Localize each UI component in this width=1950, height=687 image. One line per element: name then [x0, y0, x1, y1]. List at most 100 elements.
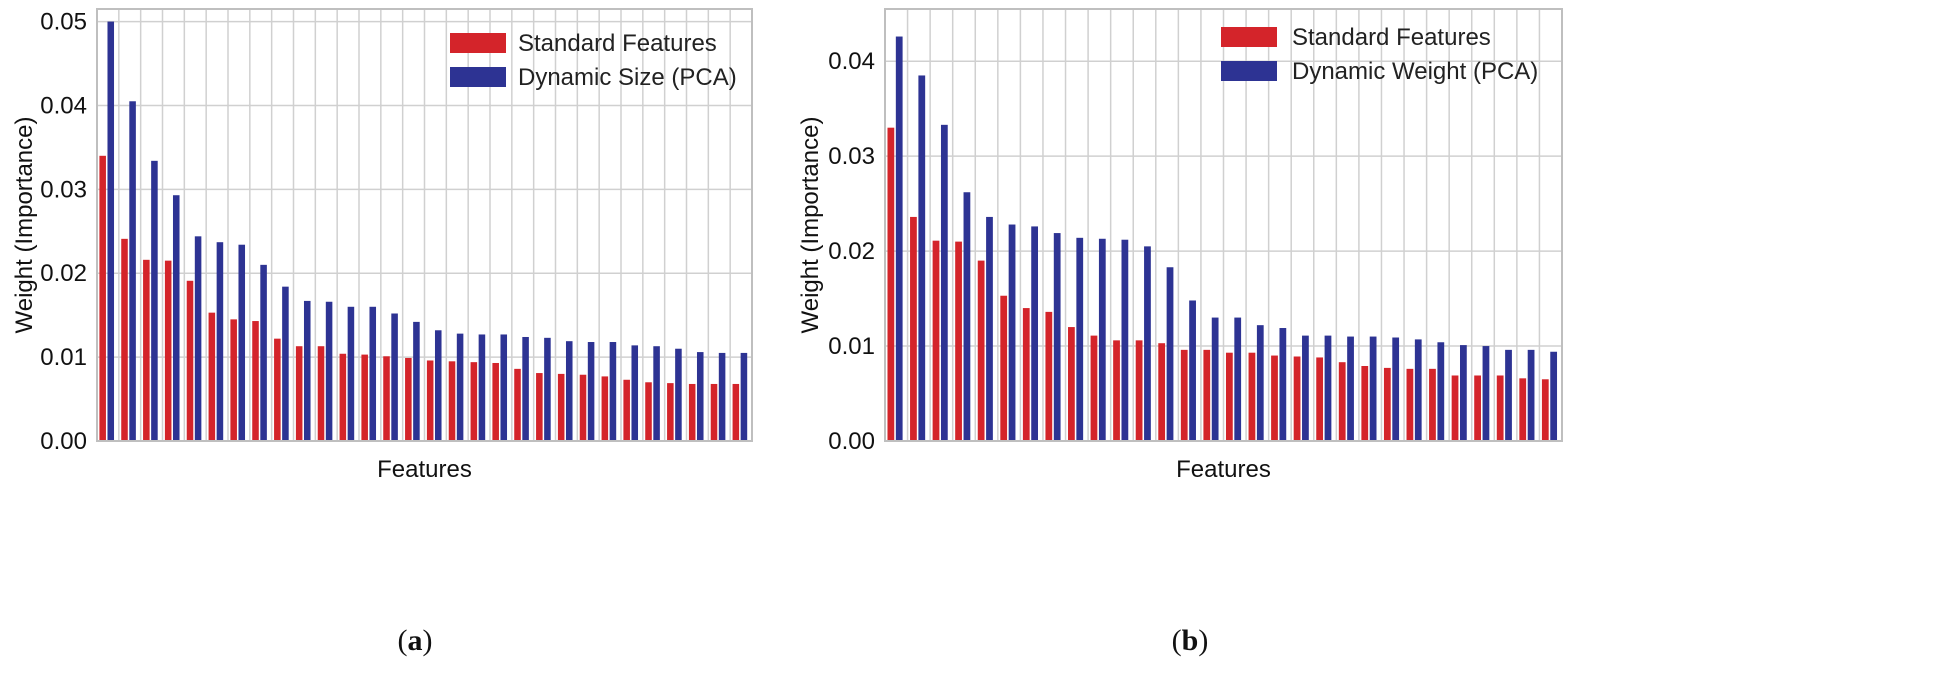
bar-standard [514, 368, 521, 441]
bar-dynamic [544, 337, 551, 441]
bar-dynamic [216, 242, 224, 441]
bar-dynamic [391, 313, 398, 441]
bar-dynamic [1256, 325, 1264, 441]
bar-standard [1113, 340, 1120, 441]
bar-standard [1429, 368, 1436, 441]
bar-standard [470, 362, 478, 441]
bar-dynamic [1098, 238, 1106, 441]
bar-standard [448, 361, 456, 441]
legend-label-dynamic: Dynamic Weight (PCA) [1292, 58, 1538, 85]
bar-standard [274, 338, 281, 441]
bar-standard [186, 280, 194, 441]
y-tick-label: 0.02 [828, 238, 875, 265]
y-axis-ticks: 0.00 0.01 0.02 0.03 0.04 0.05 [40, 9, 87, 455]
bar-standard [645, 382, 652, 441]
bar-dynamic [500, 334, 508, 441]
bar-dynamic [522, 336, 529, 441]
bar-standard [230, 319, 237, 441]
bar-dynamic [1505, 349, 1512, 441]
chart-panel-b: 0.00 0.01 0.02 0.03 0.04 Weight (Importance)… [797, 8, 1563, 657]
plot-grid [97, 9, 752, 441]
bar-dynamic [1392, 337, 1400, 441]
bar-standard [339, 353, 347, 441]
bar-dynamic [1527, 349, 1535, 441]
bar-standard [99, 155, 106, 441]
bar-dynamic [1369, 336, 1377, 441]
bar-standard [1158, 343, 1166, 441]
bar-standard [1203, 349, 1211, 441]
y-axis-ticks: 0.00 0.01 0.02 0.03 0.04 [828, 48, 875, 455]
bar-standard [1519, 378, 1527, 441]
bar-dynamic [1279, 328, 1287, 441]
bar-dynamic [107, 21, 115, 442]
bar-dynamic [1324, 335, 1332, 441]
bar-standard [121, 238, 128, 441]
bar-dynamic [456, 333, 464, 441]
bar-standard [1225, 352, 1233, 441]
legend-label-dynamic: Dynamic Size (PCA) [518, 64, 737, 91]
bar-standard [1271, 355, 1278, 441]
bar-dynamic [1031, 226, 1039, 441]
bar-dynamic [194, 236, 202, 441]
bar-dynamic [1482, 346, 1490, 441]
bar-standard [383, 356, 390, 441]
bar-standard [1000, 295, 1008, 441]
bar-standard [1045, 311, 1053, 441]
legend-swatch-standard [450, 33, 506, 53]
bar-dynamic [963, 192, 971, 441]
bar-dynamic [325, 301, 333, 441]
legend-label-standard: Standard Features [1292, 24, 1491, 51]
bar-standard [1293, 356, 1301, 441]
x-axis-title: Features [1176, 456, 1271, 483]
bar-dynamic [1437, 342, 1445, 441]
bar-dynamic [347, 306, 355, 441]
bar-standard [1496, 375, 1504, 441]
bar-dynamic [282, 286, 289, 441]
bar-dynamic [413, 321, 420, 441]
bar-dynamic [1414, 339, 1422, 441]
bar-standard [1361, 365, 1369, 441]
bar-dynamic [587, 342, 595, 441]
bar-standard [426, 360, 434, 441]
bar-dynamic [696, 352, 704, 441]
legend-label-standard: Standard Features [518, 30, 717, 57]
bar-standard [164, 260, 172, 441]
legend: Standard Features Dynamic Size (PCA) [450, 30, 737, 91]
legend-swatch-standard [1221, 27, 1277, 47]
bar-standard [1383, 367, 1391, 441]
bar-standard [932, 240, 940, 441]
bar-group [99, 21, 748, 442]
plot-frame [96, 8, 753, 442]
y-axis-title: Weight (Importance) [11, 117, 38, 334]
bar-standard [977, 260, 985, 441]
bar-standard [1022, 308, 1030, 441]
bar-dynamic [1008, 224, 1016, 441]
legend: Standard Features Dynamic Weight (PCA) [1221, 24, 1538, 85]
bar-standard [295, 346, 303, 441]
bar-dynamic [369, 306, 377, 441]
bar-dynamic [653, 346, 660, 441]
bar-standard [208, 312, 216, 441]
bar-standard [557, 373, 565, 441]
bar-standard [688, 383, 696, 441]
y-tick-label: 0.02 [40, 260, 87, 287]
bar-standard [1451, 375, 1459, 441]
legend-swatch-dynamic [450, 67, 506, 87]
bar-dynamic [1189, 300, 1196, 441]
bar-standard [579, 374, 587, 441]
bar-group [887, 36, 1558, 442]
bar-dynamic [718, 352, 726, 441]
bar-standard [492, 362, 499, 441]
y-axis-title: Weight (Importance) [797, 117, 824, 334]
bar-standard [710, 383, 718, 441]
bar-dynamic [986, 216, 993, 441]
y-tick-label: 0.00 [828, 428, 875, 455]
bar-dynamic [172, 195, 180, 441]
bar-standard [1135, 340, 1143, 441]
bar-dynamic [565, 341, 573, 441]
legend-swatch-dynamic [1221, 61, 1277, 81]
bar-dynamic [609, 342, 617, 441]
bar-dynamic [1166, 267, 1174, 441]
bar-dynamic [1121, 239, 1129, 441]
